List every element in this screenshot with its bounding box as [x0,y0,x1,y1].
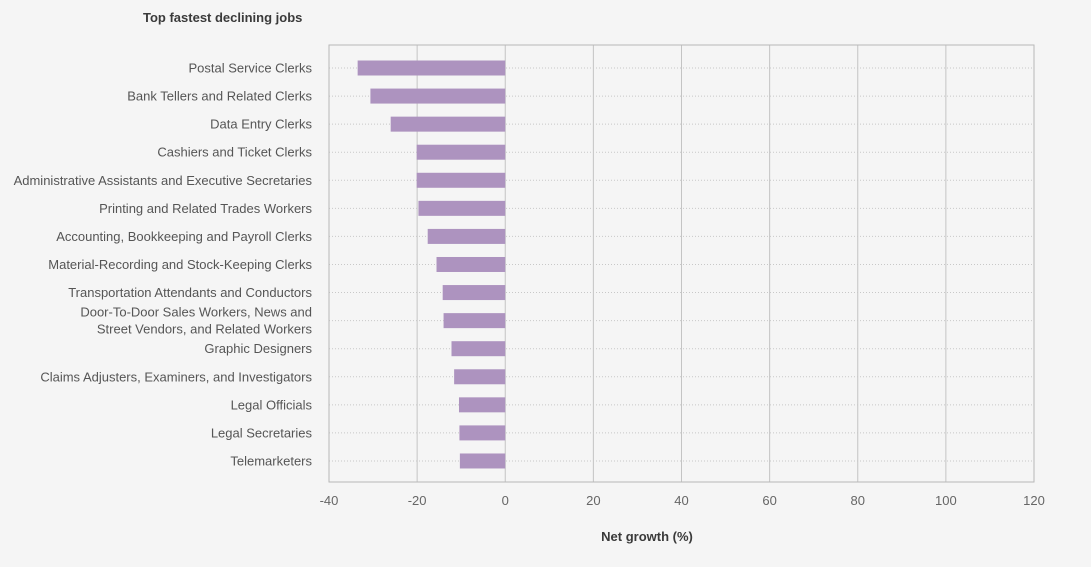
bar [443,313,506,329]
x-tick-label: 80 [851,493,865,508]
bar [416,144,506,160]
x-tick-label: -20 [408,493,427,508]
x-tick-label: 40 [674,493,688,508]
plot-frame [328,44,1035,483]
x-tick-label: 120 [1023,493,1045,508]
category-label: Accounting, Bookkeeping and Payroll Cler… [56,229,312,244]
category-labels: Postal Service Clerks Bank Tellers and Re… [14,61,313,469]
bar [459,453,506,469]
x-tick-label: -40 [320,493,339,508]
category-label: Data Entry Clerks [210,117,312,132]
bar [370,88,506,104]
bar [454,369,506,385]
category-label: Telemarketers [230,453,312,468]
chart-title: Top fastest declining jobs [143,10,302,25]
category-label: Postal Service Clerks [188,61,312,76]
category-label: Printing and Related Trades Workers [99,201,312,216]
bar [390,116,506,132]
category-label: Transportation Attendants and Conductors [68,285,312,300]
bar [416,172,506,188]
category-label: Cashiers and Ticket Clerks [157,145,312,160]
bars [357,60,506,469]
bar [442,285,506,301]
category-label: Claims Adjusters, Examiners, and Investi… [40,369,312,384]
category-label: Legal Secretaries [211,425,313,440]
x-tick-label: 20 [586,493,600,508]
bar [451,341,506,357]
x-axis-label: Net growth (%) [601,529,693,544]
category-label: Material-Recording and Stock-Keeping Cle… [48,257,312,272]
bar [458,397,506,413]
category-label: Graphic Designers [204,341,312,356]
category-label: Bank Tellers and Related Clerks [127,89,312,104]
x-tick-label: 60 [762,493,776,508]
bar [459,425,506,441]
bar [436,256,506,272]
x-tick-label: 100 [935,493,957,508]
bar [418,200,506,216]
grid [329,45,1034,482]
bar [427,228,506,244]
bar [357,60,506,76]
category-label: Door-To-Door Sales Workers, News and Stre… [80,305,312,337]
x-tick-label: 0 [502,493,509,508]
category-label: Administrative Assistants and Executive … [14,173,313,188]
category-label: Legal Officials [231,397,313,412]
x-tick-labels: -40 -20 0 20 40 60 80 100 120 [320,493,1045,508]
